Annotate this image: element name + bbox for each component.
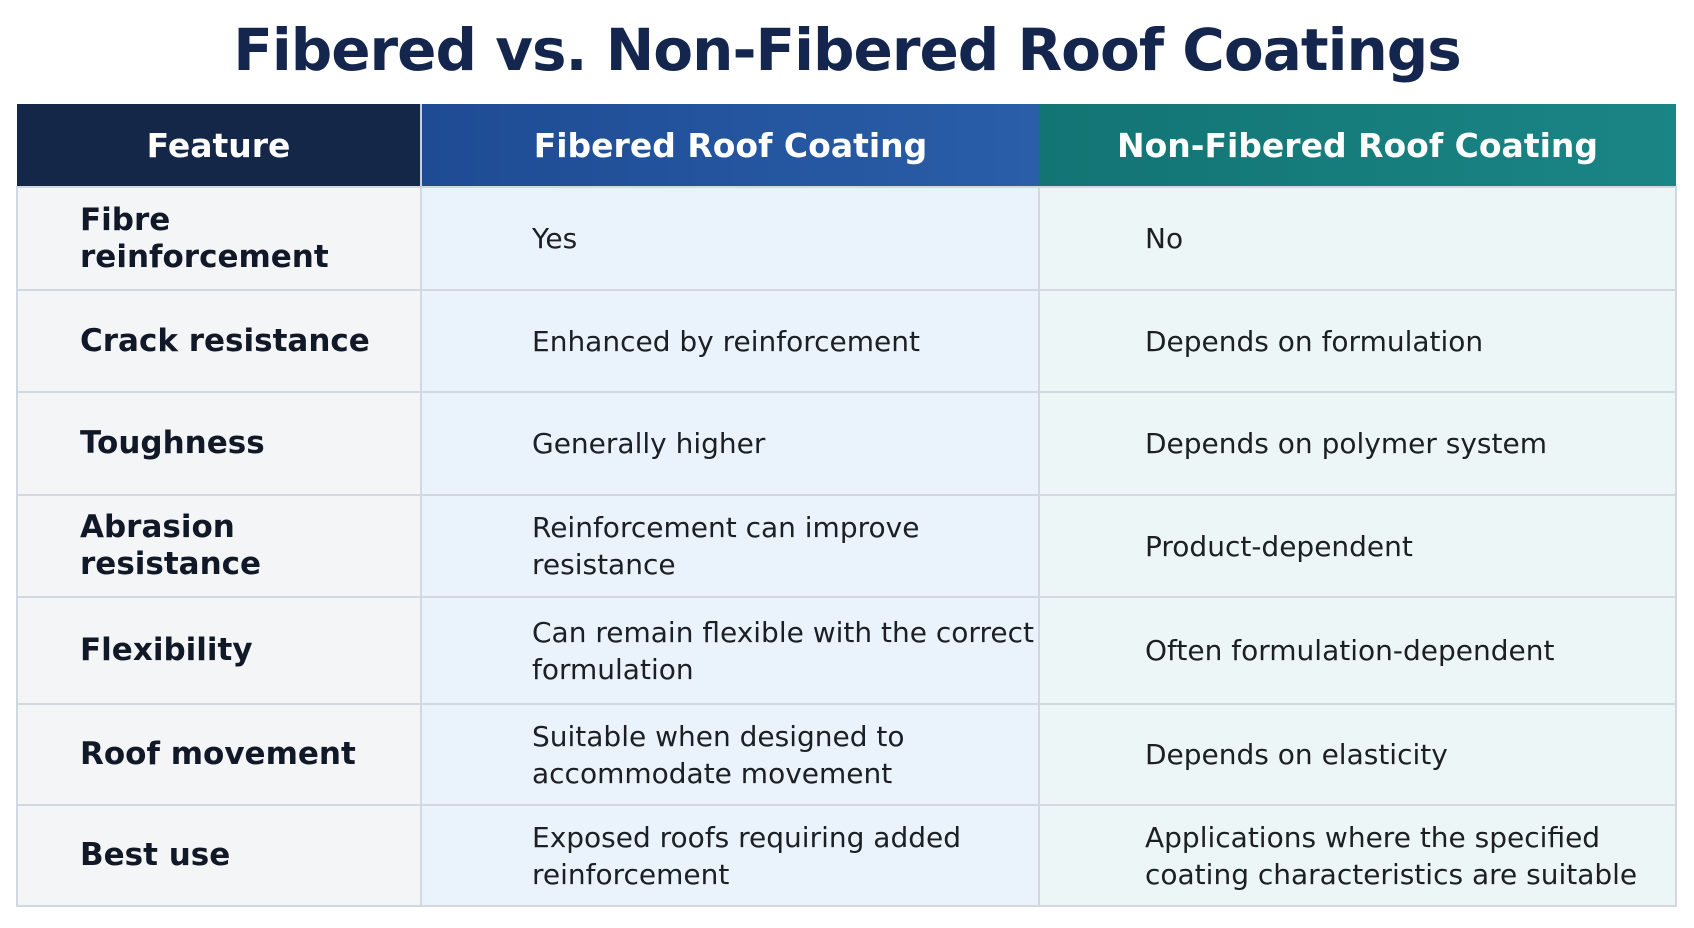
fibered-cell: Yes [420,186,1040,291]
non-fibered-cell: Depends on polymer system [1038,391,1677,496]
fibered-cell: Reinforcement can improve resistance [420,494,1040,598]
table-row: Best use Exposed roofs requiring added r… [16,804,1677,907]
table-row: Toughness Generally higher Depends on po… [16,391,1677,496]
table-row: Roof movement Suitable when designed to … [16,703,1677,806]
table-header: Feature Fibered Roof Coating Non-Fibered… [17,104,1676,187]
header-feature: Feature [17,104,422,187]
comparison-table: Feature Fibered Roof Coating Non-Fibered… [16,104,1677,907]
feature-cell: Abrasion resistance [16,494,422,598]
non-fibered-cell: Depends on elasticity [1038,703,1677,806]
feature-cell: Crack resistance [16,289,422,393]
feature-cell: Flexibility [16,596,422,705]
feature-cell: Toughness [16,391,422,496]
feature-cell: Roof movement [16,703,422,806]
non-fibered-cell: No [1038,186,1677,291]
non-fibered-cell: Applications where the specified coating… [1038,804,1677,907]
fibered-cell: Exposed roofs requiring added reinforcem… [420,804,1040,907]
table-row: Flexibility Can remain flexible with the… [16,596,1677,705]
table-row: Fibre reinforcement Yes No [16,186,1677,291]
header-fibered: Fibered Roof Coating [421,104,1039,187]
page-title: Fibered vs. Non-Fibered Roof Coatings [233,16,1462,84]
non-fibered-cell: Product-dependent [1038,494,1677,598]
non-fibered-cell: Depends on formulation [1038,289,1677,393]
fibered-cell: Enhanced by reinforcement [420,289,1040,393]
non-fibered-cell: Often formulation-dependent [1038,596,1677,705]
table-row: Abrasion resistance Reinforcement can im… [16,494,1677,598]
feature-cell: Fibre reinforcement [16,186,422,291]
fibered-cell: Generally higher [420,391,1040,496]
table-row: Crack resistance Enhanced by reinforceme… [16,289,1677,393]
header-non-fibered: Non-Fibered Roof Coating [1039,104,1676,187]
feature-cell: Best use [16,804,422,907]
fibered-cell: Can remain flexible with the correct for… [420,596,1040,705]
fibered-cell: Suitable when designed to accommodate mo… [420,703,1040,806]
